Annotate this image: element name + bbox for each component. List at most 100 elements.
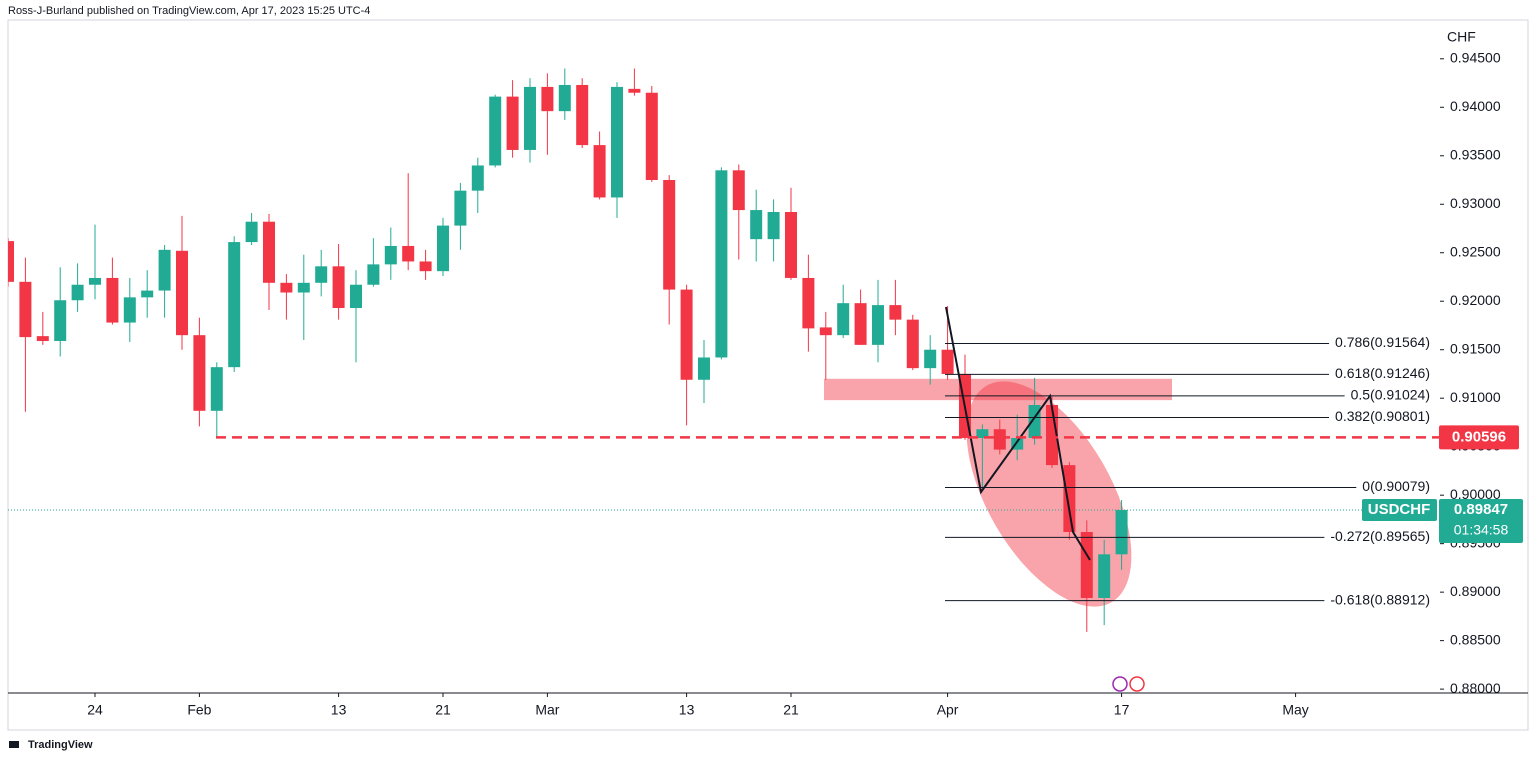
frame — [7, 19, 1529, 731]
candle-body — [871, 305, 884, 345]
candle-body — [123, 297, 136, 323]
countdown-label: 01:34:58 — [1454, 522, 1509, 538]
candle-body — [1098, 554, 1111, 598]
y-tick-label: 0.94000 — [1450, 98, 1501, 114]
x-tick-label: May — [1282, 702, 1308, 718]
y-tick-label: 0.88500 — [1450, 631, 1501, 647]
candle-body — [349, 284, 362, 309]
support-price-label: 0.90596 — [1452, 428, 1506, 445]
candle-body — [332, 266, 345, 309]
candle-body — [906, 319, 919, 369]
candle-body — [889, 305, 902, 320]
candle-body — [576, 84, 589, 146]
fib-label: -0.272(0.89565) — [1330, 528, 1430, 544]
candle-body — [523, 86, 536, 150]
candle-body — [837, 303, 850, 336]
candle-body — [541, 86, 554, 112]
candle-body — [280, 282, 293, 293]
candle-body — [1011, 437, 1024, 450]
x-tick-label: 17 — [1114, 702, 1130, 718]
fib-label: 0(0.90079) — [1362, 478, 1430, 494]
candle-body — [71, 284, 84, 301]
candle-body — [88, 277, 101, 285]
candle-body — [593, 145, 606, 198]
y-axis-label: CHF — [1447, 29, 1476, 45]
fib-label: 0.618(0.91246) — [1335, 365, 1430, 381]
candle-body — [750, 210, 763, 240]
candle-body — [436, 225, 449, 272]
y-tick-label: 0.91000 — [1450, 389, 1501, 405]
candle-body — [471, 165, 484, 191]
y-tick-label: 0.93500 — [1450, 146, 1501, 162]
x-tick-label: Feb — [187, 702, 211, 718]
candle-body — [1080, 532, 1093, 598]
candle-body — [245, 221, 258, 243]
x-tick-label: Mar — [535, 702, 559, 718]
last-price-label: 0.89847 — [1454, 501, 1508, 518]
candle-body — [36, 336, 49, 341]
candle-body — [715, 170, 728, 358]
y-tick-label: 0.91500 — [1450, 340, 1501, 356]
candle-body — [1115, 510, 1128, 555]
candle-body — [628, 88, 641, 93]
support-price-badge — [1439, 425, 1519, 450]
candle-body — [141, 290, 154, 298]
y-tick-label: 0.93000 — [1450, 195, 1501, 211]
candle-body — [732, 170, 745, 211]
y-tick-label: 0.92500 — [1450, 243, 1501, 259]
candle-body — [315, 266, 328, 283]
candle-body — [663, 180, 676, 290]
candle-body — [489, 96, 502, 166]
candle-body — [819, 327, 832, 336]
plot — [8, 68, 1128, 632]
symbol-badge — [1362, 499, 1437, 522]
candle-body — [402, 245, 415, 262]
event-icon — [1112, 676, 1128, 692]
y-tick-label: 0.94500 — [1450, 49, 1501, 65]
candle-body — [784, 212, 797, 278]
candle-body — [262, 221, 275, 283]
candle-body — [767, 212, 780, 240]
x-tick-label: 21 — [783, 702, 799, 718]
candle-body — [419, 261, 432, 272]
footer-logo: TradingView — [9, 739, 93, 751]
candle-body — [802, 277, 815, 329]
candle-body — [106, 277, 119, 323]
candle-body — [680, 289, 693, 380]
last-price-badge — [1439, 499, 1523, 544]
zone — [824, 378, 1172, 401]
footer: TradingView — [28, 739, 93, 751]
candle-body — [384, 245, 397, 265]
y-tick-label: 0.88000 — [1450, 680, 1501, 696]
candle-body — [367, 264, 380, 285]
candle-body — [158, 249, 171, 291]
candle-body — [645, 92, 658, 181]
candle-body — [8, 241, 14, 282]
candle-body — [610, 86, 623, 198]
candle-body — [976, 429, 989, 438]
candle-body — [19, 281, 32, 338]
candle-body — [941, 349, 954, 374]
x-tick-label: 13 — [679, 702, 695, 718]
candle-body — [297, 282, 310, 293]
symbol-label: USDCHF — [1368, 501, 1431, 518]
y-tick-label: 0.92000 — [1450, 292, 1501, 308]
fib-label: 0.382(0.90801) — [1335, 408, 1430, 424]
candle-body — [993, 429, 1006, 450]
event-icons — [1112, 676, 1145, 692]
attribution: Ross-J-Burland published on TradingView.… — [8, 5, 370, 17]
candle-body — [54, 300, 67, 341]
candle-body — [175, 250, 188, 336]
logo-mark — [9, 741, 19, 748]
x-tick-label: 21 — [435, 702, 451, 718]
candle-body — [558, 84, 571, 112]
candle-body — [228, 242, 241, 368]
fib-label: 0.5(0.91024) — [1351, 387, 1430, 403]
y-tick-label: 0.90000 — [1450, 486, 1501, 502]
event-icon — [1129, 676, 1145, 692]
candle-body — [697, 357, 710, 380]
fib-label: 0.786(0.91564) — [1335, 334, 1430, 350]
candle-body — [1063, 465, 1076, 533]
